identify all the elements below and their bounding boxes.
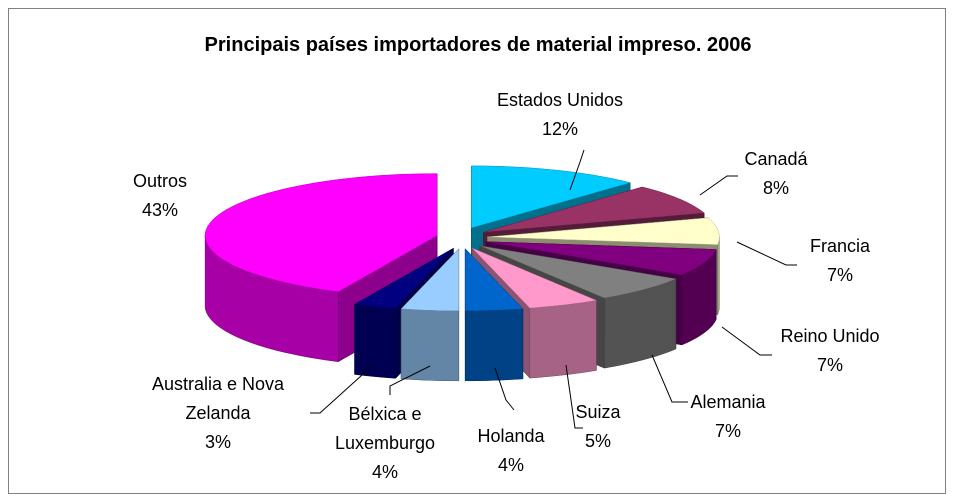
slice bbox=[464, 248, 524, 382]
label-category: Alemania bbox=[690, 392, 766, 412]
leader-line bbox=[736, 241, 797, 266]
slice-top bbox=[353, 248, 454, 309]
leader-line bbox=[494, 367, 515, 411]
slice-top bbox=[487, 217, 720, 245]
label-value: 3% bbox=[204, 432, 231, 452]
leader-line bbox=[565, 364, 583, 429]
slice-wall bbox=[464, 308, 524, 382]
slice-top bbox=[485, 241, 717, 276]
leader-line bbox=[721, 326, 772, 356]
leader-line bbox=[651, 354, 688, 403]
slice bbox=[400, 248, 460, 382]
slices bbox=[204, 165, 720, 382]
label-value: 5% bbox=[584, 431, 611, 451]
label-category: Suiza bbox=[575, 402, 621, 422]
label-category: Reino Unido bbox=[780, 326, 880, 346]
leader-lines bbox=[310, 149, 797, 429]
label-value: 7% bbox=[714, 421, 741, 441]
slice-top bbox=[400, 248, 460, 312]
chart-title: Principais países importadores de materi… bbox=[204, 34, 752, 56]
label-value: 7% bbox=[826, 265, 853, 285]
label-value: 4% bbox=[497, 455, 524, 475]
label-value: 43% bbox=[141, 200, 179, 220]
label-category: Outros bbox=[132, 171, 188, 191]
label-category: Holanda bbox=[477, 426, 545, 446]
slice-top bbox=[464, 248, 524, 312]
label-value: 7% bbox=[816, 355, 843, 375]
slice-wall bbox=[354, 304, 396, 379]
label-category: Francia bbox=[809, 236, 871, 256]
slice-wall bbox=[717, 236, 720, 315]
leader-line bbox=[389, 365, 431, 395]
label-category: Estados Unidos bbox=[496, 90, 624, 110]
data-label: Suiza 5% bbox=[558, 398, 638, 456]
slice-top bbox=[471, 247, 598, 309]
slice-top bbox=[204, 173, 438, 292]
leader-line bbox=[310, 365, 373, 414]
data-label: Alemania 7% bbox=[668, 388, 788, 446]
leader-line bbox=[569, 149, 585, 191]
data-label: Outros 43% bbox=[110, 167, 210, 225]
label-category: Canadá bbox=[744, 149, 808, 169]
data-label: Francia 7% bbox=[780, 232, 900, 290]
chart-frame bbox=[8, 8, 946, 494]
data-label: Canadá 8% bbox=[716, 145, 836, 203]
label-value: 4% bbox=[371, 462, 398, 482]
slice-wall bbox=[400, 308, 460, 382]
slice-top bbox=[479, 245, 677, 299]
data-label: Estados Unidos 12% bbox=[460, 86, 660, 144]
data-label: Australia e Nova Zelanda 3% bbox=[126, 370, 311, 457]
leader-line bbox=[699, 175, 738, 196]
data-label: Reino Unido 7% bbox=[760, 322, 900, 380]
data-label: Holanda 4% bbox=[461, 422, 561, 480]
slice-wall bbox=[529, 300, 597, 379]
label-category: Bélxica e Luxemburgo bbox=[334, 404, 436, 453]
label-value: 12% bbox=[541, 119, 579, 139]
label-value: 8% bbox=[762, 178, 789, 198]
data-label: Bélxica e Luxemburgo 4% bbox=[323, 400, 448, 487]
slice-top bbox=[483, 186, 705, 233]
label-category: Australia e Nova Zelanda bbox=[151, 374, 285, 423]
slice-top bbox=[471, 165, 632, 229]
